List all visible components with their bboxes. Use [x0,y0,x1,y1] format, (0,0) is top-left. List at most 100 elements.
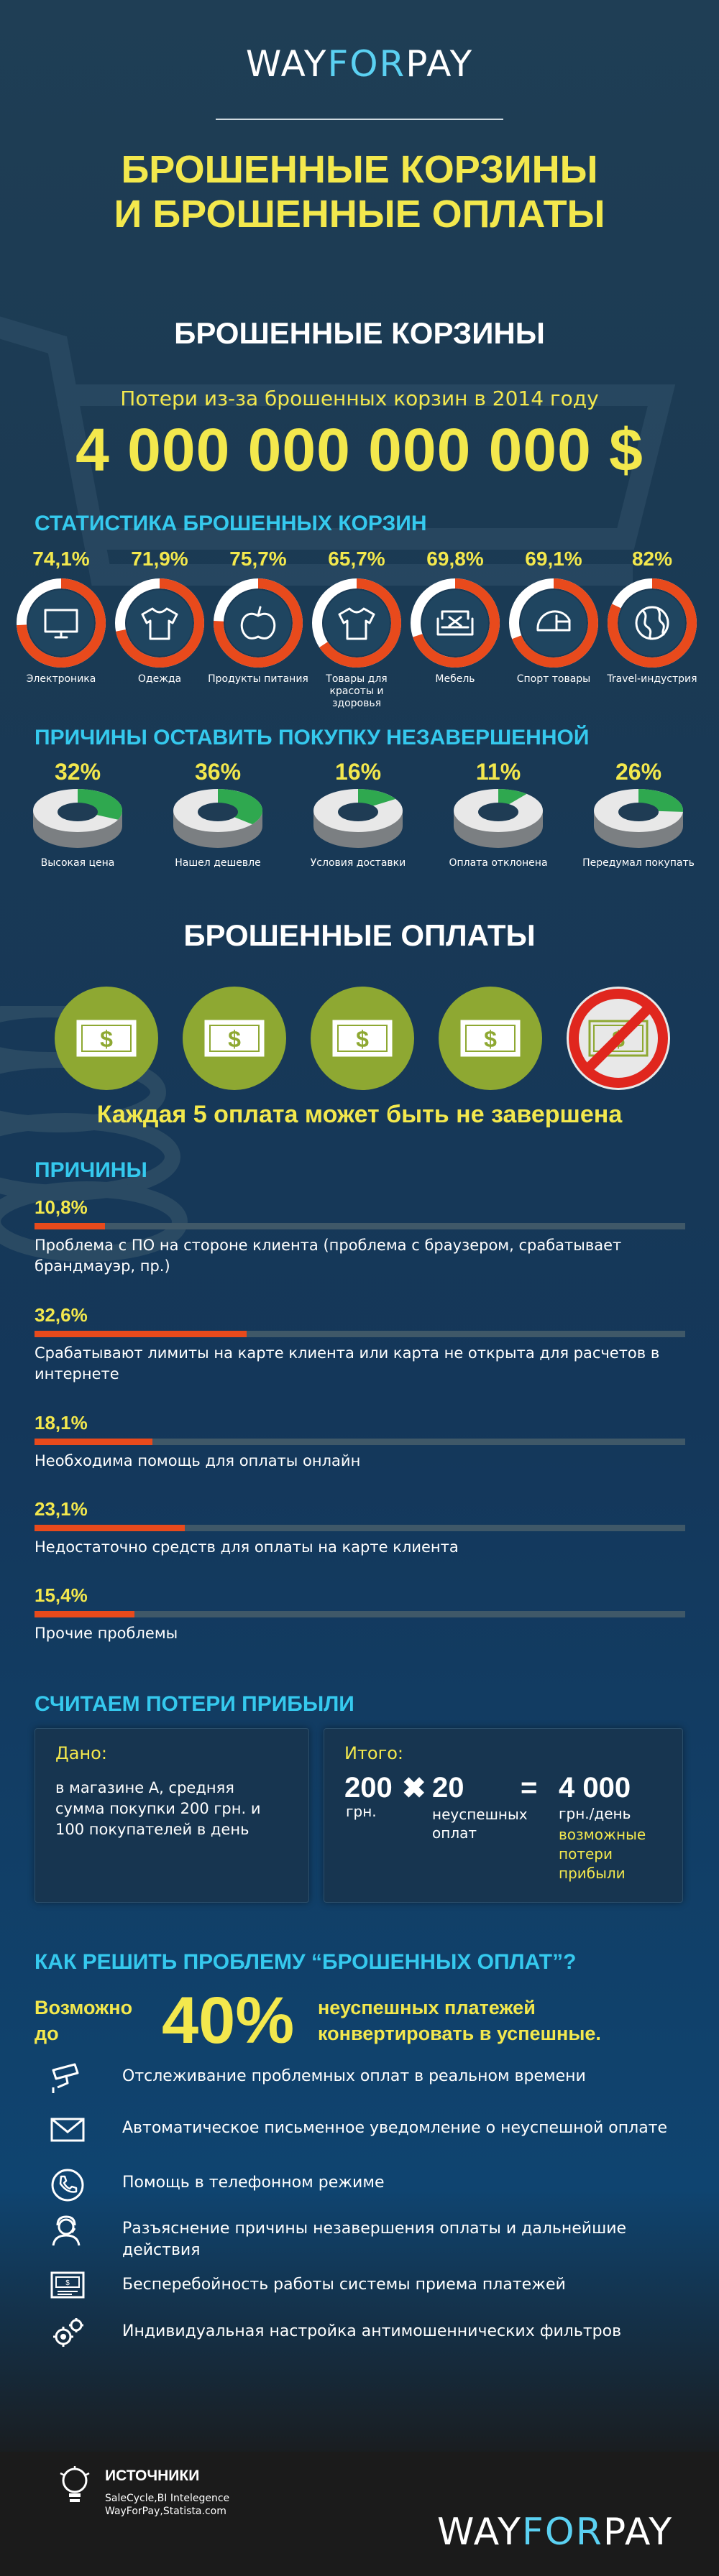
solution-item-text: Бесперебойность работы системы приема пл… [122,2276,566,2294]
payment-reason-text: Проблема с ПО на стороне клиента (пробле… [35,1237,622,1275]
phone-icon [51,2169,84,2202]
payment-bill-icon: $ [311,987,414,1090]
payment-reason-item: 10,8% Проблема с ПО на стороне клиента (п… [35,1196,685,1277]
payment-reason-bar [35,1611,685,1617]
header-divider [216,119,503,120]
envelope-icon [50,2118,85,2142]
shirt-icon [338,607,375,640]
reason-label: Нашел дешевле [175,857,261,869]
footer [0,2452,719,2576]
camera-icon [52,2063,79,2093]
calc-b-unit: неуспешных оплат [432,1806,528,1842]
payment-reason-bar [35,1525,685,1531]
dollar-sign: $ [484,1026,497,1052]
stat-ring-arc [17,578,106,668]
equals-sign: = [521,1772,538,1804]
payment-reason-bar-fill [35,1223,105,1229]
support-person-icon [52,2215,81,2246]
stat-ring-arc [214,578,303,668]
reason-donut [173,789,262,848]
payment-reason-bar-fill [35,1439,152,1445]
terminal-icon: $ [50,2271,85,2299]
stat-ring [411,578,500,668]
payment-reason-text: Недостаточно средств для оплаты на карте… [35,1538,459,1556]
reason-donut [454,789,543,848]
reason-percent: 16% [334,759,382,785]
reason-label: Условия доставки [310,857,406,869]
payment-reason-bar-fill [35,1331,247,1337]
carts-section-title: БРОШЕННЫЕ КОРЗИНЫ [174,316,545,350]
calc-result-unit: грн./день [559,1805,631,1822]
reason-donut [313,789,403,848]
loss-amount: 4 000 000 000 000 $ [75,416,644,484]
solution-big-percent: 40% [162,1984,295,2057]
stat-ring-arc [115,578,204,668]
stat-ring [17,578,106,668]
reason-donut [33,789,122,848]
reason-label: Высокая цена [40,857,115,869]
reason-label: Передумал покупать [582,857,695,869]
solution-item-text: Отслеживание проблемных оплат в реальном… [122,2067,586,2085]
reason-percent: 26% [615,759,662,785]
stats-row: 74,1% Электроника 71,9% Одежда 75,7% Продукты… [0,548,719,709]
solution-list: Отслеживание проблемных оплат в реальном… [43,2063,690,2425]
reason-donut [594,789,683,848]
gears-icon [53,2318,83,2347]
dollar-sign: $ [356,1026,369,1052]
lightbulb-icon [60,2466,90,2502]
given-text: в магазине А, средняя сумма покупки 200 … [55,1779,261,1838]
stat-percent: 82% [631,548,673,570]
stat-percent: 69,1% [525,548,582,570]
calc-a-unit: грн. [346,1803,377,1820]
stat-percent: 75,7% [229,548,287,570]
payment-reason-bar [35,1439,685,1445]
sources-title: ИСТОЧНИКИ [105,2467,200,2484]
helmet-icon [536,610,571,632]
loss-caption: Потери из-за брошенных корзин в 2014 год… [120,387,599,410]
payment-reason-bar [35,1331,685,1337]
times-icon: ✖ [402,1773,426,1804]
calc-result-note: возможные потери прибыли [559,1826,646,1882]
payment-reason-percent: 15,4% [35,1584,88,1606]
calc-title: СЧИТАЕМ ПОТЕРИ ПРИБЫЛИ [35,1692,354,1716]
stat-ring [115,578,204,668]
payment-bill-icon: $ [439,987,542,1090]
monitor-icon [44,609,78,639]
solution-item-text: Разъяснение причины незавершения оплаты … [122,2220,627,2259]
stat-ring-arc [608,578,697,668]
stat-label: Спорт товары [516,673,591,685]
total-label: Итого: [344,1743,403,1763]
payment-reasons-list: 10,8% Проблема с ПО на стороне клиента (п… [35,1196,685,1656]
coins-row: $ $ $ $ $ [0,981,719,1096]
reason-percent: 36% [194,759,242,785]
payment-reason-item: 32,6% Срабатывают лимиты на карте клиента… [35,1304,685,1385]
payment-reason-percent: 23,1% [35,1498,88,1520]
stat-ring [608,578,697,668]
payments-tagline: Каждая 5 оплата может быть не завершена [96,1101,623,1128]
solution-item-text: Автоматическое письменное уведомление о … [122,2119,668,2137]
solution-title: КАК РЕШИТЬ ПРОБЛЕМУ “БРОШЕННЫХ ОПЛАТ”? [35,1950,577,1974]
stat-label: Мебель [435,673,475,685]
reason-percent: 32% [54,759,101,785]
stat-label: Одежда [137,673,182,685]
stat-percent: 74,1% [32,548,90,570]
solution-item-text: Индивидуальная настройка антимошенническ… [122,2322,622,2340]
sofa-icon [436,610,474,636]
stat-percent: 71,9% [131,548,188,570]
stat-ring [509,578,598,668]
dollar-sign: $ [100,1026,113,1052]
reason-donut-slice [218,789,262,825]
stat-ring [214,578,303,668]
cart-background-graphic [0,316,676,586]
solution-left-text: Возможно до [35,1997,133,2044]
payment-reason-text: Необходима помощь для оплаты онлайн [35,1452,361,1469]
given-box: Дано: в магазине А, средняя сумма покупк… [35,1728,309,1903]
calc-a-number: 200 [344,1772,393,1804]
stat-ring-arc [509,578,598,668]
svg-text:$: $ [65,2279,70,2287]
footer-logo: WAYFORPAY [437,2511,674,2554]
payment-reason-text: Срабатывают лимиты на карте клиента или … [35,1344,660,1382]
payment-reasons-title: ПРИЧИНЫ [35,1158,147,1182]
payment-reason-item: 15,4% Прочие проблемы [35,1584,685,1644]
solution-item-text: Помощь в телефонном режиме [122,2174,385,2192]
